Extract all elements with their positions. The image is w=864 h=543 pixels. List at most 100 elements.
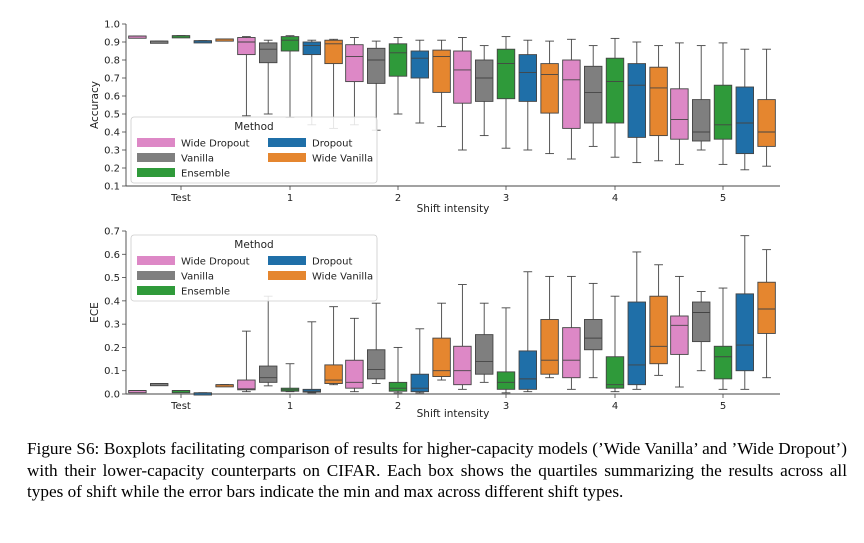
x-tick-label: 3 — [503, 401, 509, 412]
box-wide-dropout-1 — [237, 36, 256, 117]
legend-swatch — [137, 256, 175, 265]
box-wide-dropout-3 — [453, 284, 472, 390]
legend-swatch — [137, 286, 175, 295]
y-tick-label: 0.1 — [104, 182, 120, 193]
y-tick-label: 0.9 — [104, 38, 120, 49]
box-body — [410, 373, 429, 393]
box-dropout-1 — [302, 321, 321, 394]
x-axis-label: Shift intensity — [417, 408, 490, 420]
box-wide-dropout-2 — [345, 37, 364, 126]
box-body — [302, 41, 321, 56]
y-tick-label: 0.2 — [104, 343, 120, 354]
legend-title: Method — [234, 121, 273, 133]
box-dropout-2 — [410, 39, 429, 124]
chart-panel-accuracy: 0.1 0.2 0.3 0.4 0.5 0.6 0.7 0.8 0.9 1.0 Test 1 2 3 4 5 A… — [89, 20, 780, 215]
box-body — [496, 371, 516, 390]
box-body — [540, 63, 559, 114]
legend-swatch — [137, 271, 175, 280]
box-body — [367, 47, 386, 84]
box-body — [432, 49, 451, 93]
x-tick-label: Test — [170, 193, 191, 204]
box-vanilla-3 — [475, 302, 494, 383]
box-body — [757, 281, 776, 334]
box-body — [670, 315, 689, 355]
box-wide-vanilla-3 — [540, 275, 559, 379]
box-body — [410, 50, 429, 79]
box-wide-dropout-test — [128, 35, 147, 39]
box-body — [562, 59, 581, 129]
legend-label: Ensemble — [181, 169, 230, 180]
box-dropout-4 — [627, 251, 646, 390]
box-ensemble-1 — [280, 363, 300, 393]
box-body — [237, 379, 256, 391]
legend-swatch — [137, 153, 175, 162]
legend-entry: Wide Vanilla — [268, 153, 373, 165]
box-body — [345, 359, 364, 389]
box-wide-vanilla-4 — [649, 45, 668, 162]
box-body — [518, 54, 537, 102]
box-body — [562, 327, 581, 379]
box-body — [605, 356, 625, 389]
box-ensemble-2 — [388, 37, 408, 115]
box-dropout-1 — [302, 39, 321, 126]
box-vanilla-1 — [259, 295, 278, 387]
x-tick-label: 1 — [287, 401, 293, 412]
box-dropout-test — [193, 40, 213, 44]
box-wide-dropout-1 — [237, 330, 256, 393]
legend-swatch — [268, 271, 306, 280]
box-body — [453, 345, 472, 386]
box-dropout-2 — [410, 328, 429, 394]
legend-label: Dropout — [312, 257, 353, 268]
legend-entry: Ensemble — [137, 168, 230, 180]
box-wide-vanilla-5 — [757, 48, 776, 167]
box-wide-vanilla-2 — [432, 39, 451, 128]
box-dropout-3 — [518, 271, 537, 393]
legend-frame — [130, 116, 378, 184]
box-body — [302, 388, 321, 393]
figure: 0.1 0.2 0.3 0.4 0.5 0.6 0.7 0.8 0.9 1.0 Test 1 2 3 4 5 A… — [89, 20, 780, 420]
legend-entry: Wide Dropout — [137, 138, 250, 150]
y-tick-label: 0.6 — [104, 92, 120, 103]
chart-panel-ece: 0.0 0.1 0.2 0.3 0.4 0.5 0.6 0.7 Test 1 2 3 4 5 ECE Shif… — [89, 227, 780, 420]
box-body — [735, 86, 754, 155]
box-body — [692, 301, 711, 343]
box-ensemble-1 — [280, 35, 300, 119]
legend-frame — [130, 234, 378, 302]
box-wide-vanilla-1 — [324, 306, 343, 386]
x-tick-label: 3 — [503, 193, 509, 204]
box-dropout-5 — [735, 48, 754, 171]
x-tick-label: 2 — [395, 193, 401, 204]
box-body — [584, 65, 603, 124]
box-body — [367, 349, 386, 380]
legend-label: Vanilla — [181, 272, 214, 283]
legend-label: Dropout — [312, 139, 353, 150]
y-tick-label: 0.1 — [104, 366, 120, 377]
y-tick-label: 0.5 — [104, 110, 120, 121]
box-body — [670, 88, 689, 140]
y-tick-label: 0.7 — [104, 74, 120, 85]
box-wide-vanilla-1 — [324, 38, 343, 129]
box-wide-vanilla-3 — [540, 40, 559, 155]
box-vanilla-5 — [692, 45, 711, 151]
box-vanilla-test — [149, 40, 169, 44]
box-body — [540, 319, 559, 375]
legend-entry: Wide Vanilla — [268, 271, 373, 283]
legend-title: Method — [234, 239, 273, 251]
box-dropout-5 — [735, 235, 754, 390]
legend-entry: Dropout — [268, 138, 353, 150]
legend-label: Wide Vanilla — [312, 154, 373, 165]
box-body — [259, 42, 278, 64]
legend-label: Wide Dropout — [181, 139, 250, 150]
box-wide-vanilla-2 — [432, 302, 451, 381]
y-axis-label: ECE — [89, 302, 101, 323]
legend-swatch — [268, 256, 306, 265]
box-wide-vanilla-test — [215, 38, 234, 42]
box-body — [475, 59, 494, 102]
box-body — [324, 39, 343, 65]
box-ensemble-3 — [496, 36, 516, 149]
legend-swatch — [137, 168, 175, 177]
box-ensemble-test — [171, 35, 191, 39]
box-ensemble-test — [171, 390, 191, 394]
box-body — [692, 99, 711, 142]
x-tick-label: 5 — [720, 401, 726, 412]
